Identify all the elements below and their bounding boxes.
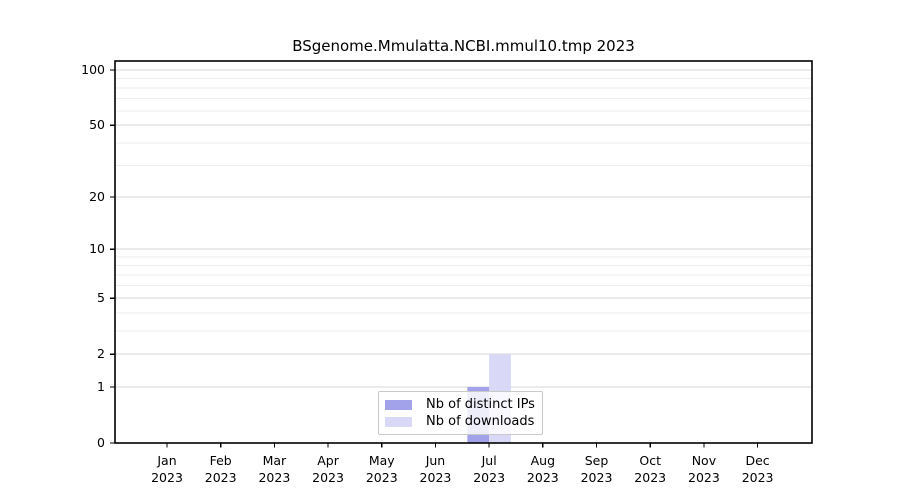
month-label: Jan <box>157 453 177 468</box>
x-tick-label-aug: Aug 2023 <box>508 452 578 486</box>
month-label: Feb <box>209 453 232 468</box>
month-label: Apr <box>317 453 339 468</box>
legend-label-downloads: Nb of downloads <box>426 414 535 429</box>
x-tick-label-mar: Mar 2023 <box>239 452 309 486</box>
year-label: 2023 <box>258 470 291 485</box>
month-label: Oct <box>639 453 662 468</box>
plot-border <box>114 60 813 444</box>
legend-label-distinct-ips: Nb of distinct IPs <box>426 397 535 412</box>
month-label: May <box>368 453 395 468</box>
y-tick-label-100: 100 <box>81 62 105 77</box>
y-tick-label-1: 1 <box>97 378 105 394</box>
year-label: 2023 <box>473 470 506 485</box>
x-tick-label-jun: Jun 2023 <box>400 452 470 486</box>
legend-swatch-distinct-ips <box>385 399 412 410</box>
year-label: 2023 <box>312 470 344 485</box>
y-tick-label-2: 2 <box>97 346 105 362</box>
month-label: Jun <box>425 453 446 468</box>
year-label: 2023 <box>151 470 183 485</box>
year-label: 2023 <box>365 470 398 485</box>
legend-item-distinct-ips: Nb of distinct IPs <box>385 396 542 413</box>
x-tick-label-sep: Sep 2023 <box>562 452 632 486</box>
year-label: 2023 <box>204 470 237 485</box>
y-tick-label-0: 0 <box>97 435 105 450</box>
month-label: Mar <box>262 453 287 468</box>
chart-title: BSgenome.Mmulatta.NCBI.mmul10.tmp 2023 <box>292 37 635 55</box>
month-label: Aug <box>530 453 556 468</box>
month-label: Jul <box>481 453 497 468</box>
month-label: Nov <box>691 453 717 468</box>
month-label: Sep <box>584 453 609 468</box>
y-tick-label-10: 10 <box>89 241 105 257</box>
year-label: 2023 <box>741 470 774 485</box>
y-tick-label-5: 5 <box>97 290 105 306</box>
year-label: 2023 <box>526 470 559 485</box>
x-tick-label-oct: Oct 2023 <box>615 452 685 486</box>
legend-swatch-downloads <box>385 416 412 427</box>
x-tick-label-jul: Jul 2023 <box>454 452 524 486</box>
month-label: Dec <box>745 453 770 468</box>
legend: Nb of distinct IPs Nb of downloads <box>378 391 543 435</box>
x-tick-label-jan: Jan 2023 <box>132 452 202 486</box>
x-tick-label-dec: Dec 2023 <box>723 452 793 486</box>
year-label: 2023 <box>634 470 667 485</box>
x-tick-label-nov: Nov 2023 <box>669 452 739 486</box>
x-tick-label-may: May 2023 <box>347 452 417 486</box>
year-label: 2023 <box>688 470 720 485</box>
y-tick-label-50: 50 <box>89 117 105 133</box>
x-tick-label-feb: Feb 2023 <box>186 452 256 486</box>
year-label: 2023 <box>580 470 613 485</box>
year-label: 2023 <box>419 470 452 485</box>
x-tick-label-apr: Apr 2023 <box>293 452 363 486</box>
legend-item-downloads: Nb of downloads <box>385 413 542 430</box>
y-tick-label-20: 20 <box>89 188 105 204</box>
